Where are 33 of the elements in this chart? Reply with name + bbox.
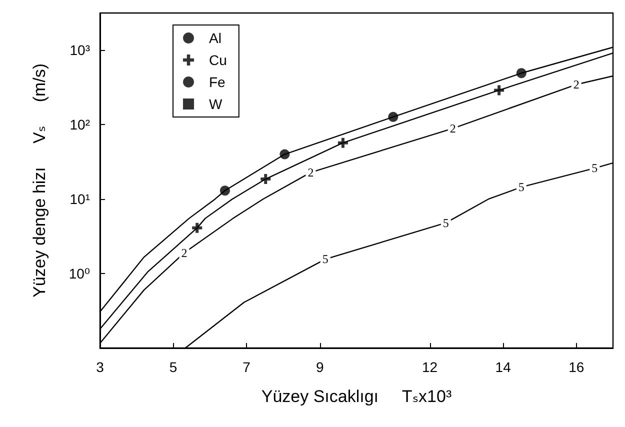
x-tick-label: 5 [169,359,178,375]
point [338,138,348,148]
annotation: 2 [450,121,456,136]
point [280,149,290,160]
x-tick-label: 14 [495,359,512,375]
legend-label: Al [209,30,222,46]
point [388,112,398,122]
annotation: 2 [308,165,314,180]
x-tick-label: 9 [316,359,324,375]
x-tick-label: 7 [242,359,251,375]
annotation: 5 [592,161,598,176]
point [516,68,526,78]
annotation: 2 [181,246,188,260]
legend-label: W [209,96,223,112]
point [220,186,230,196]
annotation: 5 [322,252,328,266]
point [192,222,202,233]
x-tick-label: 16 [568,359,584,375]
y-tick-label: 10¹ [70,191,90,208]
x-tick-label: 12 [422,359,438,375]
x-tick-label: 3 [96,359,104,375]
y-tick-label: 10² [70,116,90,133]
legend-label: Cu [209,52,227,68]
annotation: 2 [573,78,580,92]
y-tick-label: 10⁰ [68,266,90,282]
y-tick-label: 10³ [70,42,90,58]
y-axis-title: Yüzey denge hizı Vₛ (m/s) [30,63,49,298]
legend-label: Fe [209,74,226,90]
annotation: 5 [442,216,449,230]
x-axis-title: Yüzey Sıcaklıgı Tₛx10³ [261,387,452,406]
point [260,174,271,184]
annotation: 5 [518,180,524,194]
point [494,85,504,96]
